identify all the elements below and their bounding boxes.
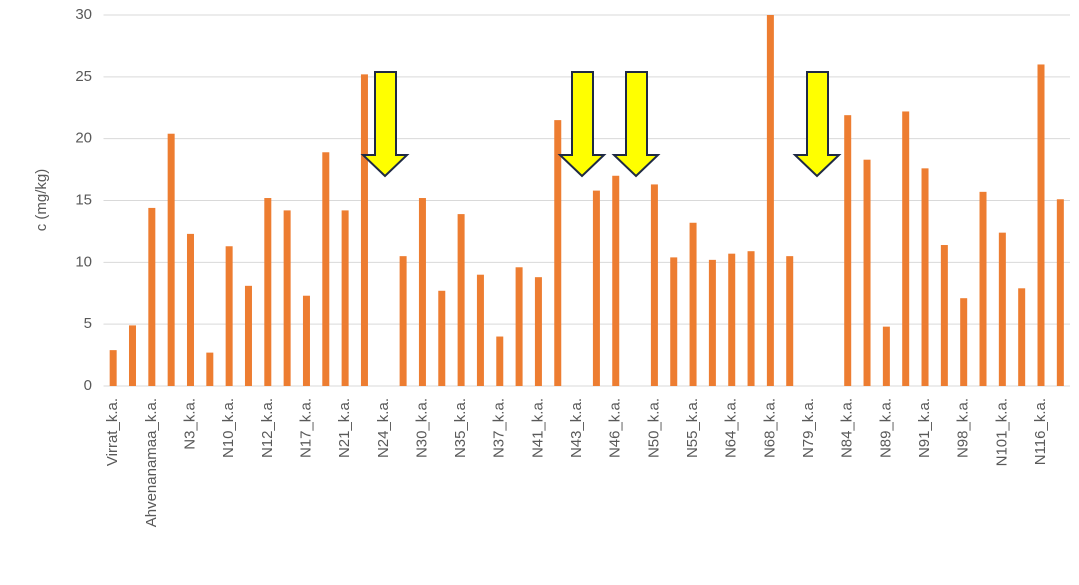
arrow — [557, 71, 607, 178]
arrow — [360, 71, 410, 178]
x-tick-label: N3_k.a. — [181, 398, 198, 450]
bar — [1037, 64, 1045, 386]
bar — [302, 295, 310, 386]
y-tick-label: 20 — [75, 130, 92, 147]
bar — [1018, 288, 1026, 386]
y-tick-label: 30 — [75, 6, 92, 23]
x-tick-label: N55_k.a. — [684, 398, 701, 458]
bar — [225, 246, 233, 386]
bar — [438, 290, 446, 386]
bar — [689, 222, 697, 386]
bar — [418, 198, 426, 386]
bar — [244, 285, 252, 386]
bar — [186, 233, 194, 386]
bar — [747, 251, 755, 386]
x-tick-label: Virrat_k.a. — [104, 398, 121, 466]
bar — [496, 336, 504, 386]
y-tick-label: 15 — [75, 191, 92, 208]
bar — [940, 245, 948, 386]
x-tick-label: N41_k.a. — [529, 398, 546, 458]
bar — [960, 298, 968, 386]
bar — [341, 210, 349, 386]
x-tick-label: N37_k.a. — [491, 398, 508, 458]
bar — [650, 184, 658, 386]
x-tick-label: N24_k.a. — [375, 398, 392, 458]
bar — [1056, 199, 1064, 386]
x-tick-label: N43_k.a. — [568, 398, 585, 458]
bar — [592, 190, 600, 386]
x-tick-label: N79_k.a. — [800, 398, 817, 458]
bar — [612, 175, 620, 386]
bar — [109, 350, 117, 386]
bar — [264, 198, 272, 386]
arrow — [611, 71, 661, 178]
bar — [128, 325, 136, 386]
bar — [206, 352, 214, 386]
bar — [457, 214, 465, 386]
bar — [863, 159, 871, 386]
bar — [476, 274, 484, 386]
bar — [670, 257, 678, 386]
y-axis-label: c (mg/kg) — [33, 169, 50, 232]
x-tick-label: N101_k.a. — [993, 398, 1010, 466]
bar — [786, 256, 794, 386]
bar — [283, 210, 291, 386]
x-tick-label: N98_k.a. — [955, 398, 972, 458]
bar — [882, 326, 890, 386]
bar — [399, 256, 407, 386]
x-tick-label: N10_k.a. — [220, 398, 237, 458]
bar — [979, 191, 987, 386]
y-tick-label: 10 — [75, 253, 92, 270]
bar — [728, 253, 736, 386]
x-tick-label: N84_k.a. — [839, 398, 856, 458]
bar — [515, 267, 523, 386]
bar — [322, 152, 330, 386]
arrow — [792, 71, 842, 178]
bar — [708, 259, 716, 386]
y-tick-label: 0 — [84, 377, 92, 394]
bar — [534, 277, 542, 386]
x-tick-label: Ahvenanamaa_k.a. — [143, 398, 160, 527]
x-tick-label: N89_k.a. — [877, 398, 894, 458]
x-tick-label: N68_k.a. — [761, 398, 778, 458]
x-tick-label: N50_k.a. — [645, 398, 662, 458]
x-tick-label: N116_k.a. — [1032, 398, 1049, 465]
bar — [167, 133, 175, 386]
x-tick-label: N46_k.a. — [607, 398, 624, 458]
x-tick-label: N64_k.a. — [723, 398, 740, 458]
x-tick-label: N12_k.a. — [259, 398, 276, 458]
bar — [766, 15, 774, 386]
bar — [360, 74, 368, 387]
bar — [148, 207, 156, 386]
x-tick-label: N21_k.a. — [336, 398, 353, 458]
bar — [554, 120, 562, 386]
bar — [921, 168, 929, 386]
bar — [902, 111, 910, 387]
y-tick-label: 5 — [84, 315, 92, 332]
arrows — [360, 71, 842, 178]
x-tick-label: N35_k.a. — [452, 398, 469, 458]
bar — [844, 115, 852, 387]
y-tick-label: 25 — [75, 68, 92, 85]
x-tick-label: N30_k.a. — [413, 398, 430, 458]
x-tick-label: N17_k.a. — [297, 398, 314, 458]
bar — [998, 232, 1006, 386]
x-tick-label: N91_k.a. — [916, 398, 933, 458]
